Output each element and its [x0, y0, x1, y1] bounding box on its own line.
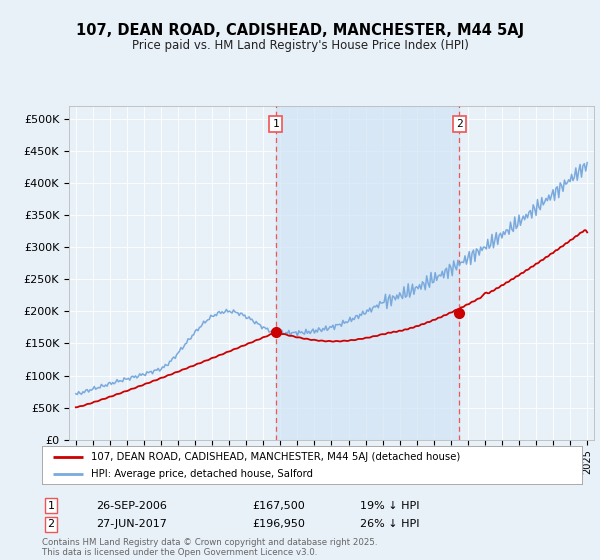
Text: 1: 1: [47, 501, 55, 511]
Bar: [276, 106, 459, 440]
Text: 1: 1: [272, 119, 280, 129]
Text: 26% ↓ HPI: 26% ↓ HPI: [360, 519, 419, 529]
Text: £196,950: £196,950: [252, 519, 305, 529]
Text: 107, DEAN ROAD, CADISHEAD, MANCHESTER, M44 5AJ (detached house): 107, DEAN ROAD, CADISHEAD, MANCHESTER, M…: [91, 451, 460, 461]
Text: Price paid vs. HM Land Registry's House Price Index (HPI): Price paid vs. HM Land Registry's House …: [131, 39, 469, 52]
Text: 107, DEAN ROAD, CADISHEAD, MANCHESTER, M44 5AJ: 107, DEAN ROAD, CADISHEAD, MANCHESTER, M…: [76, 23, 524, 38]
Text: HPI: Average price, detached house, Salford: HPI: Average price, detached house, Salf…: [91, 469, 313, 479]
Text: 19% ↓ HPI: 19% ↓ HPI: [360, 501, 419, 511]
Text: £167,500: £167,500: [252, 501, 305, 511]
Text: Contains HM Land Registry data © Crown copyright and database right 2025.
This d: Contains HM Land Registry data © Crown c…: [42, 538, 377, 557]
Text: 27-JUN-2017: 27-JUN-2017: [96, 519, 167, 529]
Text: 2: 2: [456, 119, 463, 129]
Text: 26-SEP-2006: 26-SEP-2006: [96, 501, 167, 511]
Text: 2: 2: [47, 519, 55, 529]
